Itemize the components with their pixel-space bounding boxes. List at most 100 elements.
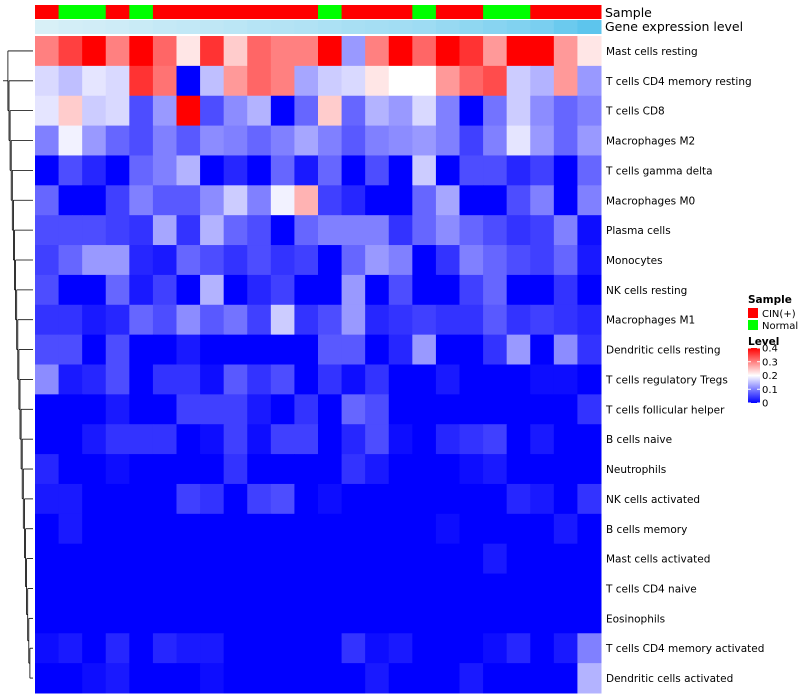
heatmap-cell (341, 573, 366, 604)
heatmap-cell (247, 483, 272, 515)
heatmap-cell (176, 483, 201, 515)
heatmap-cell (247, 274, 272, 306)
heatmap-cell (223, 454, 248, 485)
heatmap-cell (35, 663, 60, 694)
heatmap-cell (459, 573, 484, 604)
heatmap-cell (247, 245, 272, 276)
heatmap-cell (530, 185, 555, 216)
row-label: Dendritic cells activated (606, 673, 733, 685)
heatmap-cell (553, 364, 578, 395)
sample-cell (435, 5, 460, 19)
heatmap-cell (58, 125, 83, 156)
heatmap-cell (176, 304, 201, 336)
heatmap-cell (105, 155, 130, 186)
heatmap-cell (412, 185, 437, 216)
heatmap-cell (176, 543, 201, 575)
heatmap-cell (365, 245, 390, 276)
heatmap-cell (270, 364, 295, 395)
heatmap-cell (412, 274, 437, 306)
heatmap-cell (506, 155, 531, 186)
heatmap-cell (506, 334, 531, 365)
heatmap-cell (459, 424, 484, 455)
heatmap-cell (82, 274, 107, 306)
sample-cell (129, 5, 154, 19)
heatmap-cell (388, 424, 413, 455)
heatmap-cell (35, 65, 60, 97)
heatmap-cell (200, 513, 225, 545)
heatmap-cell (577, 125, 602, 156)
heatmap-cell (247, 95, 272, 127)
heatmap-cell (388, 215, 413, 246)
heatmap-cell (459, 454, 484, 485)
heatmap-cell (459, 513, 484, 545)
heatmap-cell (506, 603, 531, 634)
heatmap-cell (152, 65, 177, 97)
heatmap-cell (483, 543, 508, 575)
heatmap-cell (506, 364, 531, 395)
heatmap-cell (58, 573, 83, 604)
heatmap-cell (58, 633, 83, 664)
heatmap-cell (200, 454, 225, 485)
heatmap-cell (365, 304, 390, 336)
heatmap-cell (388, 513, 413, 545)
heatmap-cell (270, 483, 295, 515)
heatmap-cell (200, 95, 225, 127)
heatmap-cell (200, 483, 225, 515)
heatmap-cell (365, 663, 390, 694)
heatmap-cell (318, 274, 343, 306)
heatmap-cell (176, 394, 201, 425)
heatmap-cell (318, 245, 343, 276)
heatmap-cell (530, 36, 555, 67)
heatmap-cell (365, 185, 390, 216)
heatmap-cell (294, 663, 319, 694)
heatmap-cell (35, 185, 60, 216)
heatmap-cell (553, 36, 578, 67)
heatmap-cell (577, 65, 602, 97)
heatmap-cell (530, 454, 555, 485)
heatmap-cell (58, 304, 83, 336)
heatmap-cell (341, 334, 366, 365)
heatmap-cell (152, 364, 177, 395)
heatmap-cell (318, 394, 343, 425)
heatmap-cell (105, 364, 130, 395)
legend-sample-title: Sample (748, 294, 792, 306)
heatmap-cell (294, 513, 319, 545)
heatmap-cell (577, 95, 602, 127)
heatmap-cell (506, 394, 531, 425)
heatmap-cell (105, 245, 130, 276)
heatmap-cell (82, 483, 107, 515)
heatmap-cell (152, 573, 177, 604)
heatmap-cell (530, 304, 555, 336)
heatmap-cell (483, 394, 508, 425)
heatmap-cell (294, 633, 319, 664)
heatmap-cell (58, 543, 83, 575)
heatmap-cell (318, 36, 343, 67)
heatmap-cell (553, 155, 578, 186)
heatmap-cell (365, 155, 390, 186)
heatmap-cell (435, 394, 460, 425)
heatmap-cell (318, 483, 343, 515)
heatmap-cell (341, 185, 366, 216)
heatmap-cell (270, 65, 295, 97)
heatmap-cell (223, 603, 248, 634)
heatmap-cell (129, 95, 154, 127)
heatmap-cell (176, 125, 201, 156)
heatmap-cell (82, 95, 107, 127)
heatmap-cell (553, 245, 578, 276)
heatmap-cell (152, 36, 177, 67)
heatmap-cell (483, 334, 508, 365)
heatmap-cell (341, 36, 366, 67)
heatmap-cell (459, 663, 484, 694)
heatmap-cell (294, 95, 319, 127)
legend-tick-label: 0 (762, 399, 768, 410)
heatmap-cell (506, 36, 531, 67)
expression-cell (247, 20, 272, 34)
heatmap-cell (223, 573, 248, 604)
heatmap-cell (483, 364, 508, 395)
heatmap-cell (459, 304, 484, 336)
heatmap-cell (318, 65, 343, 97)
heatmap-cell (506, 304, 531, 336)
heatmap-cell (388, 633, 413, 664)
heatmap-cell (270, 513, 295, 545)
heatmap-cell (435, 364, 460, 395)
